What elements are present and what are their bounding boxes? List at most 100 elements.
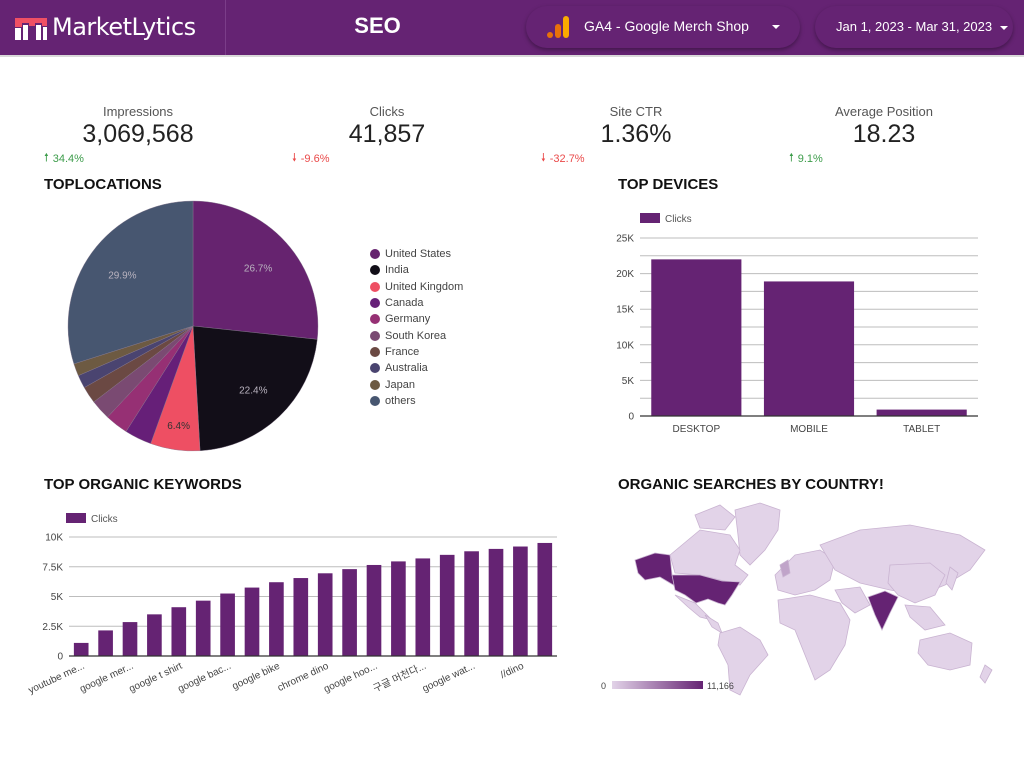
legend-item[interactable]: South Korea (370, 327, 463, 343)
pie-data-label: 22.4% (239, 385, 267, 396)
bar[interactable] (464, 551, 479, 656)
kpi-label: Average Position (834, 104, 934, 119)
bar[interactable] (366, 564, 382, 656)
country-usa[interactable] (671, 574, 741, 606)
x-tick-label: //dino (499, 661, 526, 681)
country-canadian-islands[interactable] (694, 504, 736, 531)
bar[interactable] (220, 593, 235, 656)
kpi-value: 1.36% (600, 120, 672, 148)
country-uk[interactable] (779, 559, 791, 578)
pie-data-label: 6.4% (167, 421, 190, 432)
caret-down-icon (1000, 26, 1008, 30)
bar[interactable] (342, 569, 357, 656)
legend-label: United Kingdom (385, 280, 464, 293)
legend-item[interactable]: Australia (370, 360, 463, 376)
bar[interactable] (98, 630, 113, 656)
bar[interactable] (244, 587, 260, 656)
pie-slice-others[interactable] (67, 200, 194, 365)
kpi-average-position: Average Position 18.23 (759, 104, 1009, 149)
header-divider (225, 0, 226, 55)
legend-swatch (640, 213, 660, 223)
country-southeast-asia[interactable] (904, 604, 946, 631)
kpi-delta-impressions: 🠕 34.4% (44, 149, 84, 168)
country-middle-east[interactable] (834, 586, 871, 614)
legend-swatch (370, 363, 380, 374)
bar[interactable] (651, 259, 742, 416)
x-tick-label: DESKTOP (673, 424, 721, 435)
country-greenland[interactable] (734, 502, 781, 566)
y-tick-label: 25K (616, 234, 634, 245)
legend-item[interactable]: others (370, 393, 463, 409)
caret-down-icon (772, 25, 780, 29)
bar[interactable] (763, 281, 855, 416)
bar[interactable] (73, 642, 89, 656)
country-south-america[interactable] (717, 626, 769, 696)
bar[interactable] (537, 542, 553, 656)
legend-label: Germany (385, 313, 431, 326)
bar[interactable] (122, 622, 138, 656)
x-tick-label: google wat... (421, 661, 477, 695)
pie-slice-united-states[interactable] (192, 200, 319, 340)
arrow-up-icon: 🠕 (789, 152, 794, 164)
legend-item[interactable]: United States (370, 246, 463, 262)
bar[interactable] (147, 614, 162, 656)
country-africa[interactable] (777, 594, 851, 681)
legend-label: Canada (385, 297, 424, 310)
bar[interactable] (439, 554, 455, 656)
legend-label: Clicks (665, 214, 692, 225)
bar[interactable] (317, 573, 333, 656)
legend-item[interactable]: Canada (370, 295, 463, 311)
pie-slice-india[interactable] (192, 325, 318, 452)
country-china[interactable] (887, 562, 946, 604)
bar[interactable] (415, 558, 431, 656)
kpi-impressions: Impressions 3,069,568 (13, 104, 263, 149)
legend-swatch (370, 249, 380, 260)
brand-logo[interactable]: MarketLytics (14, 10, 196, 44)
y-tick-label: 7.5K (42, 562, 63, 573)
kpi-delta-average-position: 🠕 9.1% (789, 149, 823, 168)
legend-item[interactable]: France (370, 344, 463, 360)
data-source-selector[interactable]: GA4 - Google Merch Shop (526, 6, 800, 48)
legend-item[interactable]: Germany (370, 311, 463, 327)
pie-data-label: 26.7% (244, 264, 272, 275)
page-title: SEO (354, 13, 401, 38)
kpi-label: Clicks (369, 104, 405, 119)
color-scale-bar (612, 681, 703, 689)
country-new-zealand[interactable] (979, 664, 993, 684)
date-range-selector[interactable]: Jan 1, 2023 - Mar 31, 2023 (815, 6, 1013, 48)
legend-item[interactable]: Japan (370, 376, 463, 392)
arrow-down-icon: 🠗 (292, 152, 297, 164)
country-central-america[interactable] (704, 614, 723, 634)
arrow-down-icon: 🠗 (541, 152, 546, 164)
country-japan[interactable] (945, 566, 959, 591)
country-europe[interactable] (774, 549, 836, 596)
bar[interactable] (488, 548, 504, 656)
top-bar: MarketLytics SEO GA4 - Google Merch Shop… (0, 0, 1024, 57)
bar[interactable] (391, 561, 406, 656)
bar[interactable] (513, 546, 528, 656)
country-canada[interactable] (669, 529, 749, 586)
country-india[interactable] (867, 590, 899, 631)
pie-data-label: 29.9% (108, 270, 136, 281)
country-australia[interactable] (917, 632, 973, 671)
bar[interactable] (293, 578, 309, 656)
bar[interactable] (171, 607, 187, 656)
delta-value: -9.6% (300, 152, 330, 165)
bar[interactable] (269, 582, 284, 656)
data-source-label: GA4 - Google Merch Shop (584, 18, 749, 34)
legend-item[interactable]: United Kingdom (370, 279, 463, 295)
y-tick-label: 5K (622, 376, 635, 387)
legend-label: India (385, 264, 409, 277)
legend-swatch (370, 395, 380, 406)
legend-item[interactable]: India (370, 262, 463, 278)
bar[interactable] (195, 600, 211, 656)
legend-swatch (370, 330, 380, 341)
bar[interactable] (876, 409, 967, 416)
top-locations-legend: United States India United Kingdom Canada Ge… (370, 246, 463, 409)
x-tick-label: google t shirt (128, 661, 185, 695)
date-range-label: Jan 1, 2023 - Mar 31, 2023 (836, 19, 993, 34)
legend-label: others (385, 394, 416, 407)
y-tick-label: 2.5K (42, 622, 63, 633)
delta-value: 34.4% (52, 152, 84, 165)
